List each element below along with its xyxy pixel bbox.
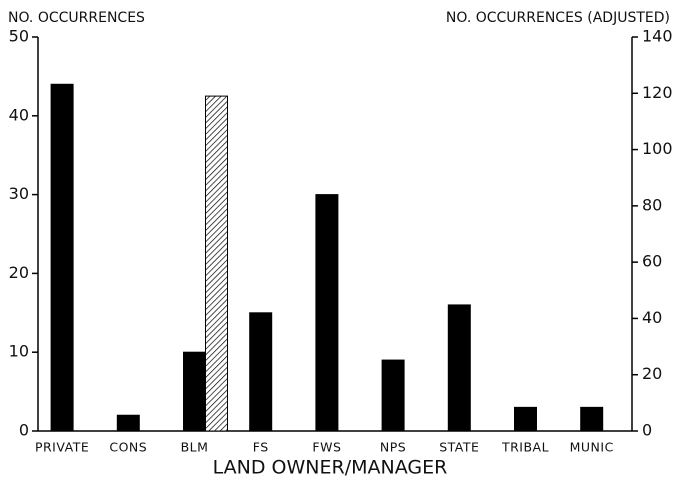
x-tick-label: STATE xyxy=(439,440,479,455)
bar xyxy=(205,95,228,432)
y-tick-label: 40 xyxy=(9,105,29,124)
y2-tick-label: 40 xyxy=(642,308,662,327)
x-tick-label: BLM xyxy=(181,440,209,455)
x-tick-label: NPS xyxy=(380,440,406,455)
y-tick-label: 0 xyxy=(19,421,29,440)
x-tick-label: FWS xyxy=(312,440,341,455)
y-tick-label: 30 xyxy=(9,184,29,203)
bar xyxy=(116,414,140,432)
y-tick-label: 50 xyxy=(9,27,29,46)
y2-tick-label: 0 xyxy=(642,421,652,440)
bar xyxy=(50,83,74,432)
y2-tick-label: 20 xyxy=(642,364,662,383)
bar xyxy=(249,312,273,432)
bar xyxy=(315,194,339,432)
bar xyxy=(183,351,206,432)
x-tick-label: TRIBAL xyxy=(501,440,549,455)
y2-tick-label: 60 xyxy=(642,252,662,271)
bar xyxy=(447,304,471,432)
y-tick-label: 20 xyxy=(9,263,29,282)
x-tick-label: CONS xyxy=(109,440,147,455)
x-tick-label: PRIVATE xyxy=(35,440,89,455)
x-tick-label: MUNIC xyxy=(570,440,614,455)
y2-tick-label: 120 xyxy=(642,83,673,102)
y2-axis-label: NO. OCCURRENCES (ADJUSTED) xyxy=(446,10,670,26)
y2-tick-label: 80 xyxy=(642,195,662,214)
y-axis-label: NO. OCCURRENCES xyxy=(8,10,145,26)
bar xyxy=(580,406,604,432)
bar xyxy=(514,406,537,432)
bar xyxy=(381,359,405,432)
x-axis-label: LAND OWNER/MANAGER xyxy=(213,457,448,479)
y2-tick-label: 140 xyxy=(642,27,673,46)
x-tick-label: FS xyxy=(253,440,269,455)
y-tick-label: 10 xyxy=(9,342,29,361)
y2-tick-label: 100 xyxy=(642,139,673,158)
